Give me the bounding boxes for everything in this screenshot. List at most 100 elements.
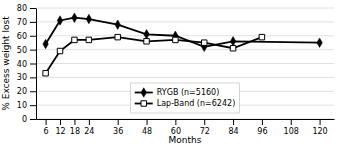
y-axis-tick-label: 80 (17, 4, 27, 13)
y-axis-tick: 60 (17, 32, 36, 41)
x-axis-tick-label: 6 (44, 127, 49, 136)
series-marker (43, 39, 48, 48)
grid-line (36, 119, 334, 120)
y-axis-tick-label: 40 (17, 60, 27, 69)
x-axis-tick-mark (320, 119, 321, 125)
x-axis-tick-label: 24 (84, 127, 94, 136)
legend-label: Lap-Band (n=6242) (157, 99, 236, 108)
y-axis-tick-mark (30, 119, 36, 120)
series-marker (115, 34, 120, 39)
x-axis-tick-mark (46, 119, 47, 125)
y-axis-line (36, 9, 37, 120)
x-axis: 6 12 18 24 36 48 60 72 84 96 108 120 (37, 119, 335, 136)
y-axis-tick-mark (30, 105, 36, 106)
series-marker (86, 14, 91, 23)
y-axis-tick-label: 30 (17, 73, 27, 82)
x-axis-tick-label: 12 (55, 127, 65, 136)
grid-line (36, 21, 334, 22)
y-axis-tick-mark (30, 64, 36, 65)
x-axis-tick-label: 120 (312, 127, 327, 136)
x-axis-tick-mark (233, 119, 234, 125)
series-marker (173, 37, 178, 42)
x-axis-tick: 18 (70, 119, 80, 136)
y-axis-tick: 20 (17, 87, 36, 96)
y-axis-tick-mark (30, 8, 36, 9)
x-axis-tick-mark (74, 119, 75, 125)
series-marker (43, 70, 48, 75)
x-axis-tick: 60 (171, 119, 181, 136)
y-axis-tick: 80 (17, 4, 36, 13)
y-axis: 0 10 20 30 40 50 60 70 80 (17, 4, 37, 124)
y-axis-tick-label: 20 (17, 87, 27, 96)
y-axis-tick-label: 0 (22, 115, 27, 124)
x-axis-tick-label: 18 (70, 127, 80, 136)
chart: 6 12 18 24 36 48 60 72 84 96 108 120 0 10 20 30 40 50 60 70… (0, 0, 346, 146)
x-axis-tick-mark (204, 119, 205, 125)
series-marker (144, 39, 149, 44)
y-axis-tick-mark (30, 91, 36, 92)
x-axis-tick-label: 48 (142, 127, 152, 136)
y-axis-tick-mark (30, 77, 36, 78)
series-marker (230, 45, 235, 50)
x-axis-tick: 108 (284, 119, 299, 136)
series-marker (115, 20, 120, 29)
plot-area (43, 13, 322, 76)
x-axis-tick: 72 (200, 119, 210, 136)
x-axis-tick: 48 (142, 119, 152, 136)
series-marker (57, 48, 62, 53)
y-axis-tick-mark (30, 22, 36, 23)
grid-line (36, 8, 334, 9)
series-marker (230, 37, 235, 46)
series-marker (72, 13, 77, 22)
grid-line (36, 49, 334, 50)
grid (36, 8, 334, 119)
y-axis-title: % Excess weight lost (1, 16, 11, 111)
x-axis-tick: 6 (44, 119, 49, 136)
x-axis-tick-label: 84 (228, 127, 238, 136)
x-axis-tick: 84 (228, 119, 238, 136)
x-axis-tick-mark (291, 119, 292, 125)
series-line (46, 37, 262, 73)
y-axis-tick: 50 (17, 46, 36, 55)
series-marker (259, 34, 264, 39)
y-axis-tick: 40 (17, 60, 36, 69)
series-marker (144, 30, 149, 39)
x-axis-tick: 120 (312, 119, 327, 136)
y-axis-tick-label: 50 (17, 46, 27, 55)
y-axis-tick: 30 (17, 73, 36, 82)
series-marker (317, 38, 322, 47)
legend-entry: RYGB (n=5160) (135, 88, 220, 98)
x-axis-title: Months (169, 135, 202, 145)
x-axis-tick-mark (262, 119, 263, 125)
y-axis-tick-mark (30, 36, 36, 37)
series-line (46, 18, 320, 47)
legend-swatch-marker (141, 88, 146, 97)
legend-swatch-marker (141, 101, 146, 106)
legend-entry: Lap-Band (n=6242) (135, 99, 236, 108)
grid-line (36, 77, 334, 78)
y-axis-tick-label: 60 (17, 32, 27, 41)
x-axis-tick-mark (175, 119, 176, 125)
x-axis-line (37, 119, 335, 120)
x-axis-tick: 36 (113, 119, 123, 136)
x-axis-tick-mark (60, 119, 61, 125)
legend: RYGB (n=5160) Lap-Band (n=6242) (131, 83, 240, 113)
y-axis-tick-label: 70 (17, 18, 27, 27)
legend-frame (131, 83, 240, 113)
x-axis-tick-mark (118, 119, 119, 125)
x-axis-tick-mark (89, 119, 90, 125)
x-axis-tick-mark (147, 119, 148, 125)
grid-line (36, 35, 334, 36)
y-axis-tick: 10 (17, 101, 36, 110)
x-axis-tick-label: 108 (284, 127, 299, 136)
x-axis-tick: 96 (257, 119, 267, 136)
y-axis-tick: 70 (17, 18, 36, 27)
y-axis-tick-mark (30, 50, 36, 51)
series-marker (57, 16, 62, 25)
grid-line (36, 63, 334, 64)
x-axis-tick-label: 36 (113, 127, 123, 136)
x-axis-tick-label: 96 (257, 127, 267, 136)
y-axis-tick-label: 10 (17, 101, 27, 110)
y-axis-tick: 0 (22, 115, 36, 124)
legend-label: RYGB (n=5160) (157, 88, 220, 97)
